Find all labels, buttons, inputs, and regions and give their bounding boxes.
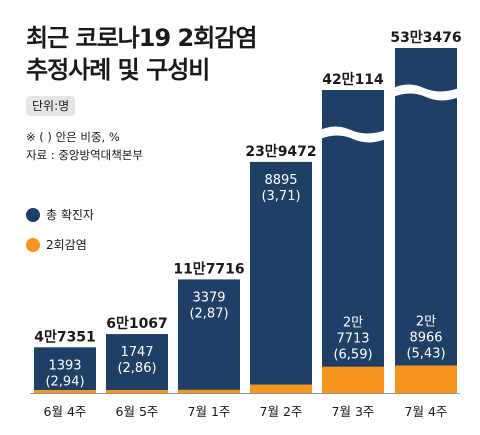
reinfection-share-label-5: (6,59) <box>333 348 372 363</box>
legend-item-total: 총 확진자 <box>26 200 94 230</box>
reinfection-share-label-1: (2,94) <box>45 374 84 389</box>
x-tick-label-6: 7월 4주 <box>405 404 448 419</box>
reinfection-value-label-5-2: 7713 <box>336 332 369 347</box>
total-bar-6 <box>395 48 457 393</box>
reinfection-value-label-6-1: 2만 <box>416 314 436 329</box>
axis-break-6 <box>393 84 459 101</box>
reinfection-value-label-1-1: 1393 <box>48 358 81 373</box>
chart-title: 최근 코로나19 2회감염 추정사례 및 구성비 <box>26 22 257 86</box>
reinfection-bar-1 <box>34 390 96 393</box>
reinfection-bar-4 <box>250 384 312 393</box>
total-bar-4 <box>250 161 312 393</box>
unit-badge: 단위:명 <box>26 96 76 116</box>
legend-item-reinfection: 2회감염 <box>26 230 94 260</box>
reinfection-bar-3 <box>178 389 240 393</box>
reinfection-share-label-2: (2,86) <box>117 361 156 376</box>
reinfection-bar-5 <box>322 366 384 393</box>
legend: 총 확진자 2회감염 <box>26 200 94 260</box>
legend-dot-total <box>26 208 40 222</box>
reinfection-value-label-4-1: 8895 <box>264 173 297 188</box>
reinfection-share-label-4: (3,71) <box>261 189 300 204</box>
note-share: ※ ( ) 안은 비중, % <box>26 130 120 144</box>
reinfection-value-label-5-1: 2만 <box>343 316 363 331</box>
notes: ※ ( ) 안은 비중, % 자료 : 중앙방역대책본부 <box>26 128 143 164</box>
total-label-6: 53만3476 <box>390 30 461 46</box>
x-tick-label-2: 6월 5주 <box>116 404 159 419</box>
total-bar-3 <box>178 279 240 393</box>
legend-label-total: 총 확진자 <box>46 208 94 222</box>
x-tick-label-1: 6월 4주 <box>44 404 87 419</box>
legend-label-reinfection: 2회감염 <box>46 238 87 252</box>
reinfection-share-label-3: (2,87) <box>189 306 228 321</box>
total-label-2: 6만1067 <box>106 316 168 332</box>
reinfection-bar-6 <box>395 365 457 393</box>
total-bar-1 <box>34 347 96 393</box>
x-tick-label-4: 7월 2주 <box>260 404 303 419</box>
axis-break-5 <box>320 126 386 143</box>
reinfection-value-label-3-1: 3379 <box>192 290 225 305</box>
total-label-1: 4만7351 <box>34 329 96 345</box>
reinfection-bar-2 <box>106 390 168 393</box>
note-source: 자료 : 중앙방역대책본부 <box>26 148 143 162</box>
total-label-5: 42만114 <box>322 72 384 88</box>
legend-dot-reinfection <box>26 238 40 252</box>
reinfection-share-label-6: (5,43) <box>406 346 445 361</box>
reinfection-value-label-2-1: 1747 <box>120 345 153 360</box>
total-bar-2 <box>106 334 168 393</box>
x-tick-label-5: 7월 3주 <box>332 404 375 419</box>
title-line-1: 최근 코로나19 2회감염 <box>26 24 257 52</box>
x-tick-label-3: 7월 1주 <box>188 404 231 419</box>
total-label-3: 11만7716 <box>173 261 244 277</box>
title-line-2: 추정사례 및 구성비 <box>26 56 210 84</box>
reinfection-value-label-6-2: 8966 <box>409 330 442 345</box>
total-label-4: 23만9472 <box>245 144 316 160</box>
